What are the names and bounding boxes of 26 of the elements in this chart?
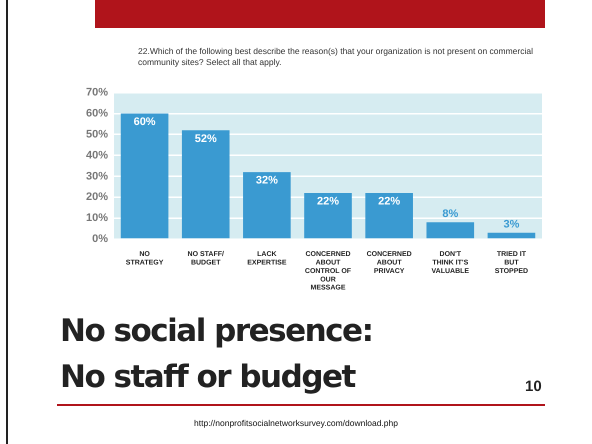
y-tick-label: 50%: [86, 128, 108, 140]
text: 10: [525, 378, 542, 395]
y-tick-label: 30%: [86, 170, 108, 182]
text: No social presence: No staff or budget: [60, 312, 372, 397]
y-tick-label: 40%: [86, 149, 108, 162]
text: http://nonprofitsocialnetworksurvey.com/download.php: [193, 418, 399, 428]
bar: [426, 222, 474, 238]
data-label: 32%: [256, 174, 278, 187]
bar: [182, 130, 230, 238]
y-tick-label: 20%: [86, 191, 108, 204]
y-tick-label: 70%: [86, 86, 108, 99]
y-tick-label: 10%: [86, 212, 108, 224]
data-label: 8%: [442, 208, 458, 220]
chart-subtitle: 22.Which of the following best describe the reason(s) that your organization is not present on commercial community sites? Select all that apply.: [138, 46, 534, 68]
data-label: 22%: [378, 196, 400, 208]
data-label: 52%: [194, 132, 217, 145]
bar: [488, 232, 536, 238]
data-label: 22%: [316, 196, 340, 208]
data-label: 60%: [134, 116, 156, 128]
bar: [304, 192, 352, 238]
bar: [120, 114, 168, 238]
bar: [243, 172, 291, 238]
bar: [365, 192, 413, 238]
y-tick-label: 60%: [86, 108, 108, 120]
y-tick-label: 0%: [92, 233, 108, 246]
data-label: 3%: [503, 218, 520, 230]
